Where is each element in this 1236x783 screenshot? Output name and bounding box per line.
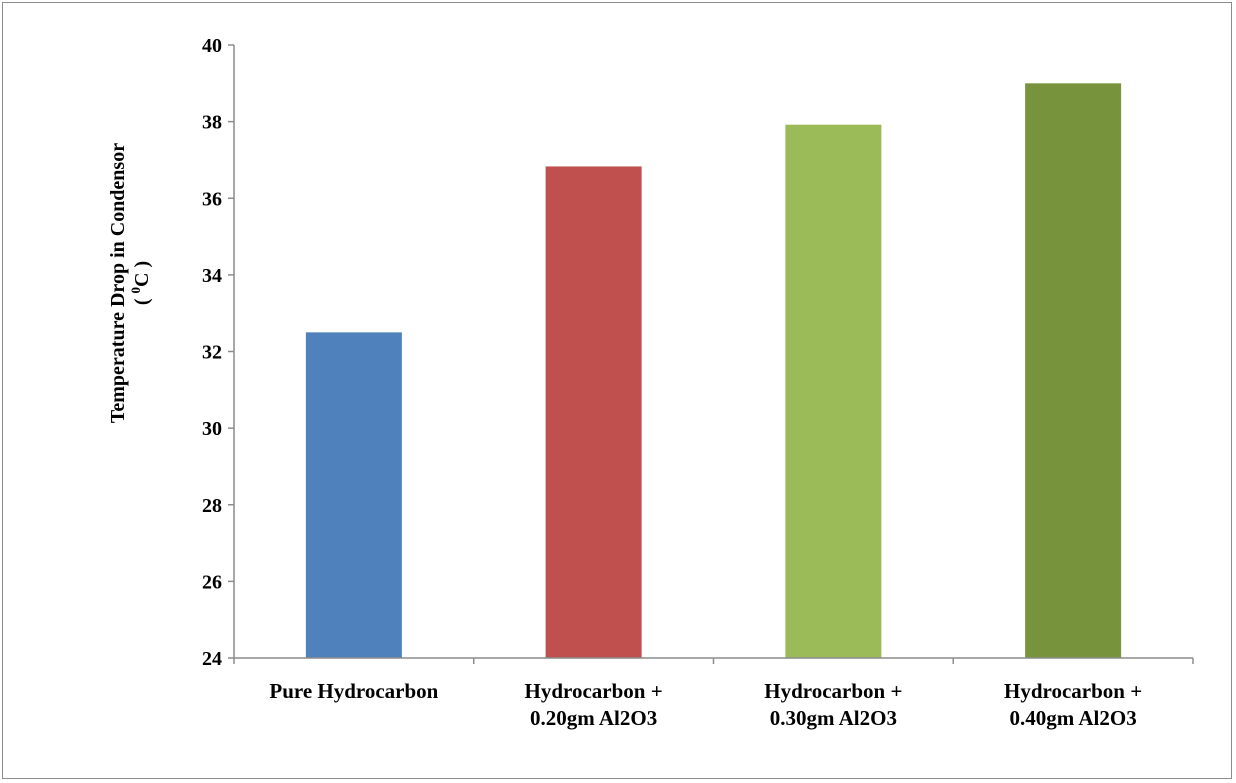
x-category-label: Hydrocarbon + 0.40gm Al2O3 — [1004, 679, 1142, 730]
y-axis-unit-superscript: 0 — [128, 287, 143, 294]
bar-4 — [1025, 83, 1122, 658]
y-tick-label: 38 — [202, 112, 222, 134]
x-category-label-line: Hydrocarbon + — [525, 679, 663, 703]
x-category-label-line: Hydrocarbon + — [1004, 679, 1142, 703]
y-axis-title-line1: Temperature Drop in Condensor — [107, 143, 129, 423]
bar-2 — [545, 166, 642, 658]
y-tick-label: 26 — [202, 571, 222, 593]
y-tick-label: 40 — [202, 35, 222, 57]
y-axis-title-line2: ( 0C ) — [128, 261, 153, 305]
y-axis-title: Temperature Drop in Condensor ( 0C ) — [107, 143, 153, 423]
plot-marks: 24 26 28 30 32 34 36 38 40 Pure Hydrocarbon Hydroc… — [202, 35, 1194, 730]
y-axis-unit-open: ( — [131, 293, 153, 305]
bar-1 — [305, 332, 402, 658]
x-category-label-line: 0.20gm Al2O3 — [530, 706, 657, 730]
x-category-label: Hydrocarbon + 0.20gm Al2O3 — [525, 679, 663, 730]
x-category-label-line: 0.30gm Al2O3 — [770, 706, 897, 730]
x-category-label-line: Pure Hydrocarbon — [269, 679, 438, 703]
x-category-label-line: 0.40gm Al2O3 — [1010, 706, 1137, 730]
x-category-label-line: Hydrocarbon + — [764, 679, 902, 703]
x-category-label: Pure Hydrocarbon — [269, 679, 438, 703]
y-tick-label: 30 — [202, 418, 222, 440]
y-tick-label: 32 — [202, 342, 222, 364]
y-axis-unit-close: C ) — [131, 261, 153, 287]
y-tick-label: 24 — [202, 648, 222, 670]
y-tick-label: 28 — [202, 495, 222, 517]
x-category-label: Hydrocarbon + 0.30gm Al2O3 — [764, 679, 902, 730]
bar-3 — [785, 124, 882, 658]
y-tick-label: 34 — [202, 265, 222, 287]
y-tick-label: 36 — [202, 188, 222, 210]
